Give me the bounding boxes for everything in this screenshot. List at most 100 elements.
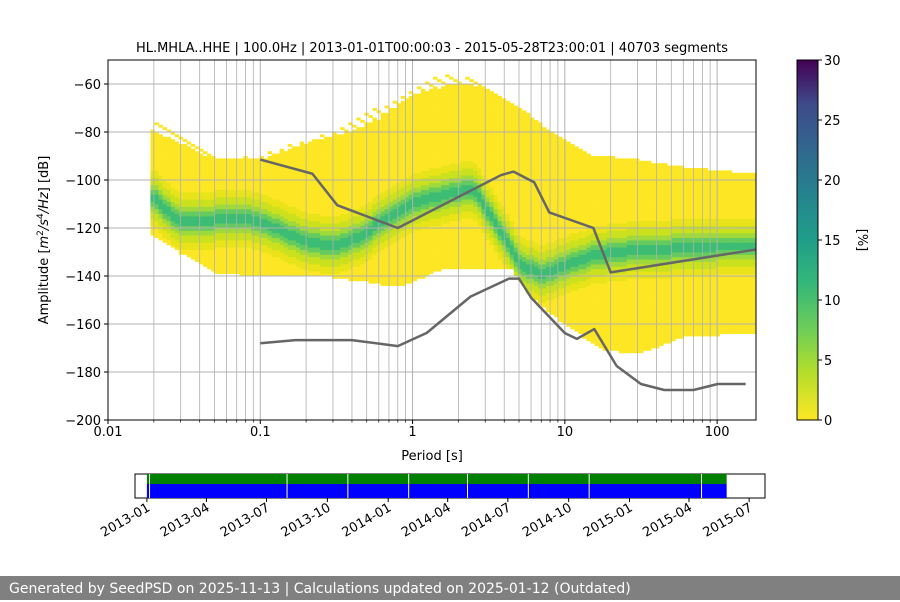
psd-cell xyxy=(247,211,252,214)
psd-cell xyxy=(445,168,450,171)
psd-cell xyxy=(271,252,276,255)
psd-cell xyxy=(291,170,297,174)
psd-cell xyxy=(441,129,446,133)
psd-cell xyxy=(332,242,337,246)
psd-cell xyxy=(360,249,365,253)
psd-cell xyxy=(400,168,406,171)
psd-cell xyxy=(198,216,204,219)
psd-cell xyxy=(311,139,317,142)
psd-cell xyxy=(299,156,305,159)
psd-cell xyxy=(384,148,390,152)
psd-cell xyxy=(372,148,377,152)
psd-cell xyxy=(267,244,272,248)
psd-cell xyxy=(348,170,353,174)
psd-cell xyxy=(469,168,474,171)
psd-cell xyxy=(449,252,454,255)
psd-cell xyxy=(194,249,200,253)
psd-cell xyxy=(162,216,167,219)
psd-cell xyxy=(433,259,438,262)
psd-cell xyxy=(424,139,430,142)
psd-cell xyxy=(392,122,398,126)
psd-cell xyxy=(372,129,377,133)
psd-cell xyxy=(441,120,446,123)
psd-cell xyxy=(457,124,462,128)
psd-cell xyxy=(388,232,394,236)
psd-cell xyxy=(441,165,446,169)
psd-cell xyxy=(255,264,260,267)
psd-cell xyxy=(348,213,353,217)
psd-cell xyxy=(356,163,361,166)
psd-cell xyxy=(380,194,385,198)
psd-cell xyxy=(429,261,434,265)
psd-cell xyxy=(437,117,442,121)
psd-cell xyxy=(408,242,414,246)
psd-cell xyxy=(291,230,297,234)
psd-cell xyxy=(283,172,289,176)
psd-cell xyxy=(291,172,297,176)
psd-cell xyxy=(223,237,228,241)
psd-cell xyxy=(295,184,301,188)
psd-cell xyxy=(469,237,474,241)
psd-cell xyxy=(320,187,325,190)
psd-cell xyxy=(291,256,297,260)
psd-cell xyxy=(344,230,349,234)
psd-cell xyxy=(332,220,337,224)
psd-cell xyxy=(170,218,176,222)
psd-cell xyxy=(477,134,482,138)
psd-cell xyxy=(336,165,341,169)
psd-cell xyxy=(441,266,446,270)
psd-cell xyxy=(307,249,313,253)
psd-cell xyxy=(360,129,365,133)
psd-cell xyxy=(223,261,228,265)
psd-cell xyxy=(416,204,422,207)
psd-cell xyxy=(441,108,446,111)
psd-cell xyxy=(380,165,385,169)
psd-cell xyxy=(174,230,180,234)
psd-cell xyxy=(332,172,337,176)
psd-cell xyxy=(396,139,402,142)
psd-cell xyxy=(215,192,220,195)
psd-cell xyxy=(416,103,422,106)
psd-cell xyxy=(291,208,297,212)
psd-cell xyxy=(198,182,204,186)
psd-cell xyxy=(396,151,402,154)
psd-cell xyxy=(461,194,466,198)
psd-cell xyxy=(445,189,450,193)
psd-cell xyxy=(206,244,212,248)
psd-cell xyxy=(324,244,329,248)
psd-cell xyxy=(182,148,188,152)
psd-cell xyxy=(461,86,466,90)
psd-cell xyxy=(182,244,188,248)
psd-cell xyxy=(255,206,260,210)
psd-cell xyxy=(235,189,240,193)
psd-cell xyxy=(186,141,192,145)
psd-cell xyxy=(295,196,301,200)
psd-cell xyxy=(352,165,357,169)
psd-cell xyxy=(441,194,446,198)
psd-cell xyxy=(299,165,305,169)
psd-cell xyxy=(433,220,438,224)
psd-cell xyxy=(271,187,276,190)
psd-cell xyxy=(420,182,426,186)
psd-cell xyxy=(283,160,289,164)
psd-cell xyxy=(227,196,232,200)
psd-cell xyxy=(255,244,260,248)
psd-cell xyxy=(384,112,390,116)
psd-cell xyxy=(356,144,361,147)
psd-cell xyxy=(449,160,454,164)
psd-cell xyxy=(239,163,244,166)
psd-cell xyxy=(315,213,321,217)
psd-cell xyxy=(481,194,486,198)
psd-cell xyxy=(283,192,289,195)
psd-cell xyxy=(437,100,442,104)
psd-cell xyxy=(186,206,192,210)
psd-cell xyxy=(219,218,224,222)
psd-cell xyxy=(384,139,390,142)
psd-cell xyxy=(311,271,317,274)
psd-cell xyxy=(469,235,474,238)
psd-cell xyxy=(291,192,297,195)
psd-cell xyxy=(388,216,394,219)
psd-cell xyxy=(194,187,200,190)
psd-cell xyxy=(235,235,240,238)
psd-cell xyxy=(247,235,252,238)
